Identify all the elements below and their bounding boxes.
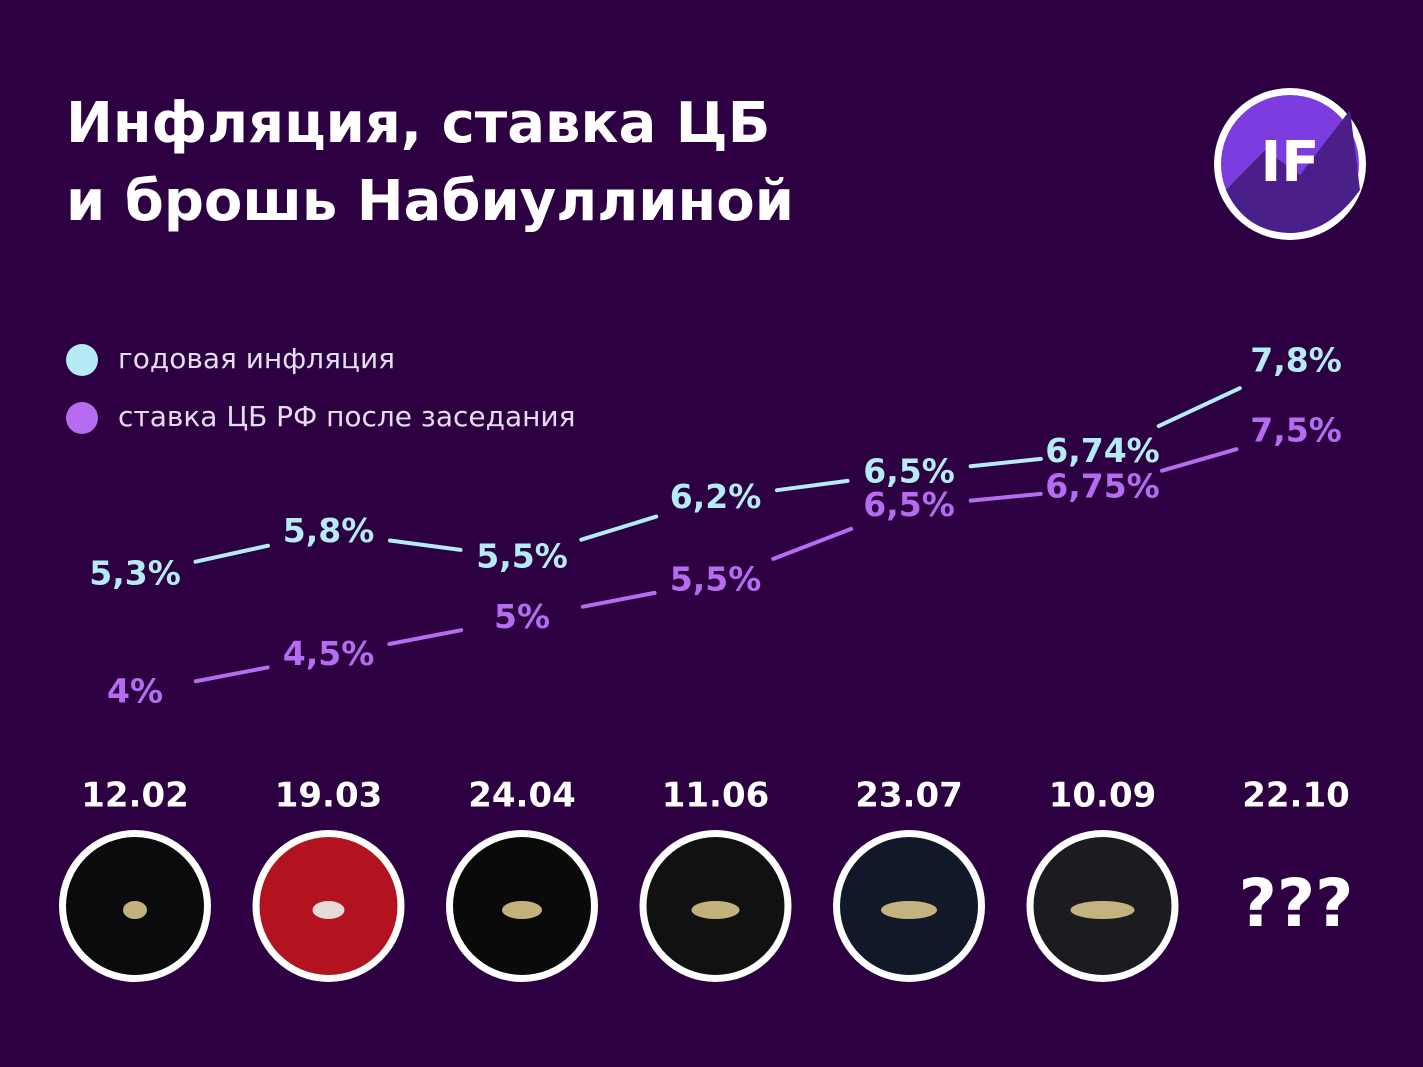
series-segment <box>1160 447 1239 473</box>
value-label: 5% <box>494 597 550 636</box>
series-segment <box>387 628 464 646</box>
series-segment <box>771 526 854 561</box>
value-label: 5,3% <box>89 554 181 593</box>
series-segment <box>1156 386 1242 429</box>
value-label: 5,5% <box>476 536 568 575</box>
x-tick-label: 23.07 <box>855 776 963 816</box>
x-tick-label: 24.04 <box>468 776 576 816</box>
x-tick-label: 19.03 <box>275 776 383 816</box>
series-segment <box>387 538 463 552</box>
brooch <box>123 901 147 919</box>
legend-dot <box>66 402 98 434</box>
series-segment <box>580 590 657 609</box>
value-label: 6,74% <box>1045 431 1160 470</box>
value-label: 6,75% <box>1045 466 1160 505</box>
value-label: 5,8% <box>283 511 375 550</box>
title-line: Инфляция, ставка ЦБ <box>66 91 770 156</box>
value-label: 6,5% <box>863 451 955 490</box>
brooch-photo <box>59 830 211 982</box>
logo-shape <box>1226 110 1360 233</box>
legend-dot <box>66 344 98 376</box>
brooch <box>502 901 542 919</box>
logo-text: IF <box>1260 130 1319 195</box>
brooch <box>312 901 345 919</box>
value-label: 4,5% <box>283 634 375 673</box>
value-label: 7,5% <box>1250 411 1342 450</box>
value-label: 4% <box>107 672 163 711</box>
brooch-photo <box>833 830 985 982</box>
value-label: 6,2% <box>670 477 762 516</box>
title-line: и брошь Набиуллиной <box>66 169 794 234</box>
brooch <box>881 901 937 919</box>
legend-label: годовая инфляция <box>118 342 395 375</box>
brooch-photo <box>1026 830 1179 982</box>
value-label: 6,5% <box>863 485 955 524</box>
brooch-photo <box>446 830 598 982</box>
series-segment <box>968 491 1043 503</box>
brooch <box>691 901 740 919</box>
placeholder: ??? <box>1239 865 1354 942</box>
series-segment <box>193 665 270 684</box>
series-segment <box>968 456 1043 469</box>
logo: IF <box>1214 88 1366 240</box>
brooch-photo <box>639 830 792 982</box>
x-tick-label: 10.09 <box>1049 776 1157 816</box>
brooch-photo <box>252 830 405 982</box>
series-segment <box>579 514 659 542</box>
brooch <box>1070 901 1135 919</box>
series-segment <box>774 478 850 493</box>
value-label: 7,8% <box>1250 341 1342 380</box>
x-tick-label: 22.10 <box>1242 776 1350 816</box>
legend-label: ставка ЦБ РФ после заседания <box>118 400 575 433</box>
x-tick-label: 12.02 <box>81 776 189 816</box>
value-label: 5,5% <box>670 560 762 599</box>
series-segment <box>193 543 270 564</box>
x-tick-label: 11.06 <box>662 776 770 816</box>
